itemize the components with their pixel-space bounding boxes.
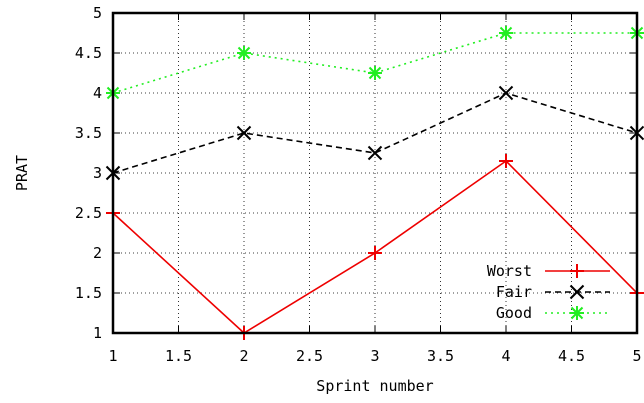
- y-tick-label: 3: [93, 164, 102, 182]
- y-tick-label: 1: [93, 324, 102, 342]
- series-line-good: [113, 32, 637, 94]
- legend-item-fair: Fair: [496, 283, 610, 301]
- x-tick-label: 4: [501, 347, 510, 365]
- legend-item-worst: Worst: [487, 262, 610, 280]
- legend-swatch-marker: [570, 264, 584, 278]
- y-tick-label: 4.5: [75, 44, 102, 62]
- x-tick-label: 5: [632, 347, 641, 365]
- plot-frame: [111, 11, 639, 335]
- legend-swatch-marker: [569, 284, 585, 300]
- x-tick-label: 2: [239, 347, 248, 365]
- x-tick-label: 1: [108, 347, 117, 365]
- y-tick-label: 4: [93, 84, 102, 102]
- x-tick-label: 3: [370, 347, 379, 365]
- y-tick-label: 1.5: [75, 284, 102, 302]
- series-worst: [106, 154, 644, 340]
- y-tick-label: 5: [93, 4, 102, 22]
- x-tick-label: 2.5: [296, 347, 323, 365]
- data-point-good: [237, 46, 251, 60]
- y-tick-label: 3.5: [75, 124, 102, 142]
- y-tick-labels: 1 1.5 2 2.5 3 3.5 4 4.5 5: [75, 4, 102, 342]
- data-point-worst: [368, 246, 382, 260]
- series-layer: [105, 26, 644, 340]
- y-tick-label: 2.5: [75, 204, 102, 222]
- legend-label: Good: [496, 304, 532, 322]
- y-axis-title: PRAT: [13, 155, 31, 191]
- x-tick-labels: 1 1.5 2 2.5 3 3.5 4 4.5 5: [108, 347, 641, 365]
- x-tick-label: 1.5: [165, 347, 192, 365]
- legend-label: Worst: [487, 262, 532, 280]
- legend-item-good: Good: [496, 304, 610, 322]
- series-line-fair: [113, 92, 637, 174]
- data-point-fair: [236, 125, 252, 141]
- x-axis-title: Sprint number: [316, 377, 433, 395]
- legend-swatch-marker: [570, 306, 584, 320]
- data-point-fair: [498, 85, 514, 101]
- y-tick-label: 2: [93, 244, 102, 262]
- data-point-worst: [499, 154, 513, 168]
- data-point-fair: [367, 145, 383, 161]
- grid-layer: [113, 13, 637, 333]
- x-tick-label: 4.5: [558, 347, 585, 365]
- data-point-good: [499, 26, 513, 40]
- data-point-good: [368, 66, 382, 80]
- x-tick-label: 3.5: [427, 347, 454, 365]
- legend: Worst Fair Good: [487, 262, 610, 322]
- legend-label: Fair: [496, 283, 532, 301]
